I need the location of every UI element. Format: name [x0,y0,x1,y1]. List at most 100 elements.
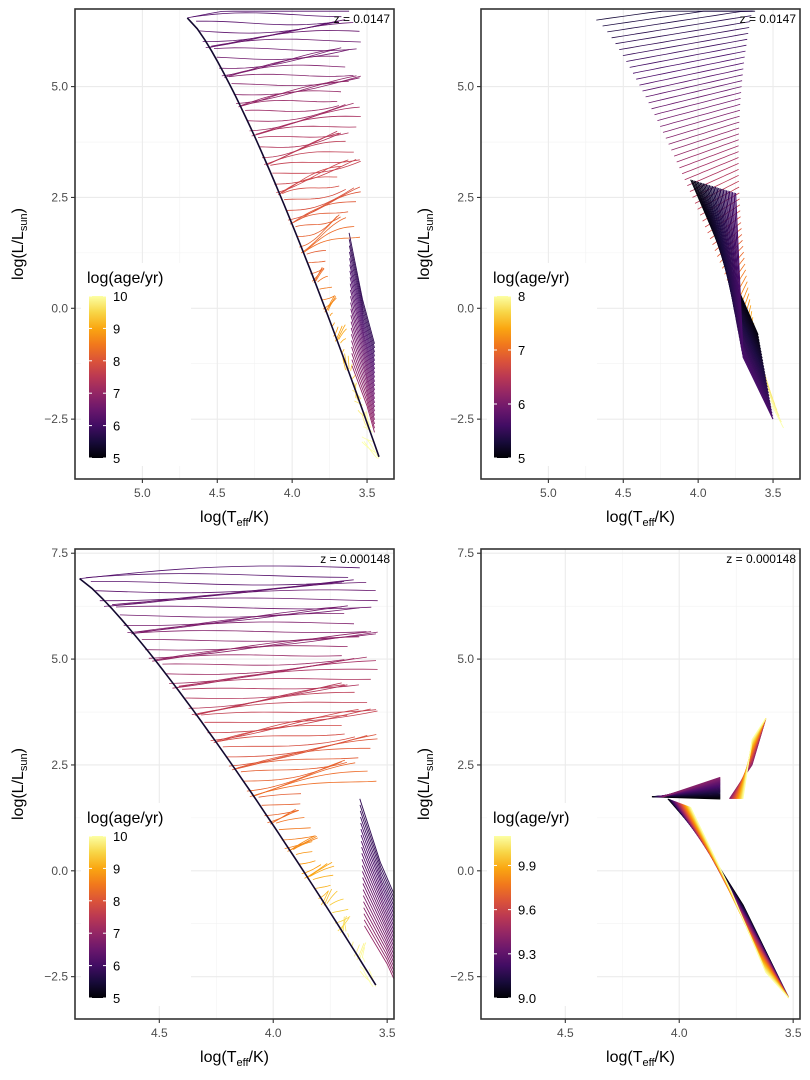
pre-main-sequence-track [349,270,375,370]
track-line [205,22,354,48]
track-line [201,709,377,716]
pre-main-sequence-track [360,816,394,908]
pre-main-sequence-track [350,321,375,404]
track-line [273,810,300,823]
track-line [657,98,741,121]
track-line [333,326,339,337]
pre-main-sequence-track [351,346,375,420]
y-tick-label: 2.5 [457,758,474,772]
y-tick-label: 7.5 [51,546,68,560]
track-line [238,81,349,108]
x-axis-label: log(Teff/K) [606,1049,675,1069]
track-line [155,645,348,661]
x-tick-label: 3.5 [359,486,376,500]
metallicity-label: z = 0.000148 [320,552,390,566]
track-line [353,944,360,957]
panel-2: 5.0 4.5 4.0 3.5 −2.5 0.0 2.5 5.0 z = 0.0147 log(T… [416,8,801,529]
track-line [270,159,360,166]
track-line [363,970,374,988]
track-line [642,68,744,92]
track-line [626,38,748,62]
y-tick-label: −2.5 [450,970,474,984]
colorbar-legend: log(age/yr) 5 6 7 8 [487,263,597,466]
track-line [660,103,741,127]
y-tick-label: 0.0 [457,301,474,315]
track-line [285,187,355,211]
track-line [211,38,361,47]
track-line [663,776,721,798]
pre-main-sequence-track [364,925,394,981]
track-line [742,718,767,799]
x-axis-label: log(Teff/K) [200,1049,269,1069]
pre-main-sequence-track [735,192,774,420]
track-line [257,132,349,138]
track-line [302,226,355,254]
track-line [344,922,347,932]
track-line [326,890,338,904]
track-line [242,100,338,106]
track-line [361,956,366,963]
colorbar-label: 6 [113,419,120,434]
track-line [304,863,328,879]
track-line [363,426,373,433]
track-line [320,890,329,906]
track-line [326,296,335,312]
colorbar-label: 7 [518,343,525,358]
colorbar [89,836,106,998]
track-line [260,132,342,148]
track-line [293,211,349,223]
track-line [329,312,333,317]
track-line [315,268,325,282]
track-line [172,660,377,689]
track-line [261,803,301,806]
y-tick-label: 0.0 [51,864,68,878]
colorbar-label: 6 [113,959,120,974]
track-line [662,109,741,133]
tracks [651,718,790,999]
legend-title: log(age/yr) [87,810,163,827]
track-line [607,10,753,33]
track-line [367,439,380,459]
track-line [357,409,365,417]
track-line [690,807,789,999]
track-line [234,747,371,770]
y-tick-label: 5.0 [457,80,474,94]
x-tick-label: 4.0 [690,486,707,500]
y-tick-label: −2.5 [450,412,474,426]
track-line [361,413,367,426]
track-line [361,947,366,959]
pre-main-sequence-track [348,232,375,344]
pre-main-sequence-track [349,277,375,374]
y-axis-label: log(L/Lsun) [416,748,436,820]
pre-main-sequence-track [349,251,375,357]
pre-main-sequence-track [350,296,375,387]
track-line [237,757,359,769]
track-line [770,399,782,423]
track-line [665,115,740,139]
track-line [312,874,334,880]
y-axis-label: log(L/Lsun) [416,208,436,280]
track-line [629,44,747,68]
colorbar-label: 5 [113,991,120,1006]
y-tick-label: 7.5 [457,546,474,560]
y-tick-label: 0.0 [457,864,474,878]
colorbar-label: 9.9 [518,858,536,873]
track-line [309,865,335,877]
x-tick-label: 4.0 [284,486,301,500]
track-line [79,565,360,579]
track-line [673,133,740,157]
x-axis-label: log(Teff/K) [200,509,269,529]
track-line [668,121,740,145]
tracks [186,10,380,459]
pre-main-sequence-track [349,264,375,366]
track-line [219,47,342,69]
colorbar-label: 5 [518,451,525,466]
colorbar-label: 7 [113,926,120,941]
track-line [292,841,313,850]
track-line [278,827,311,831]
track-line [255,780,377,796]
pre-main-sequence-track [363,913,394,973]
y-tick-label: −2.5 [44,970,68,984]
track-line [187,10,350,19]
track-line [304,236,361,252]
